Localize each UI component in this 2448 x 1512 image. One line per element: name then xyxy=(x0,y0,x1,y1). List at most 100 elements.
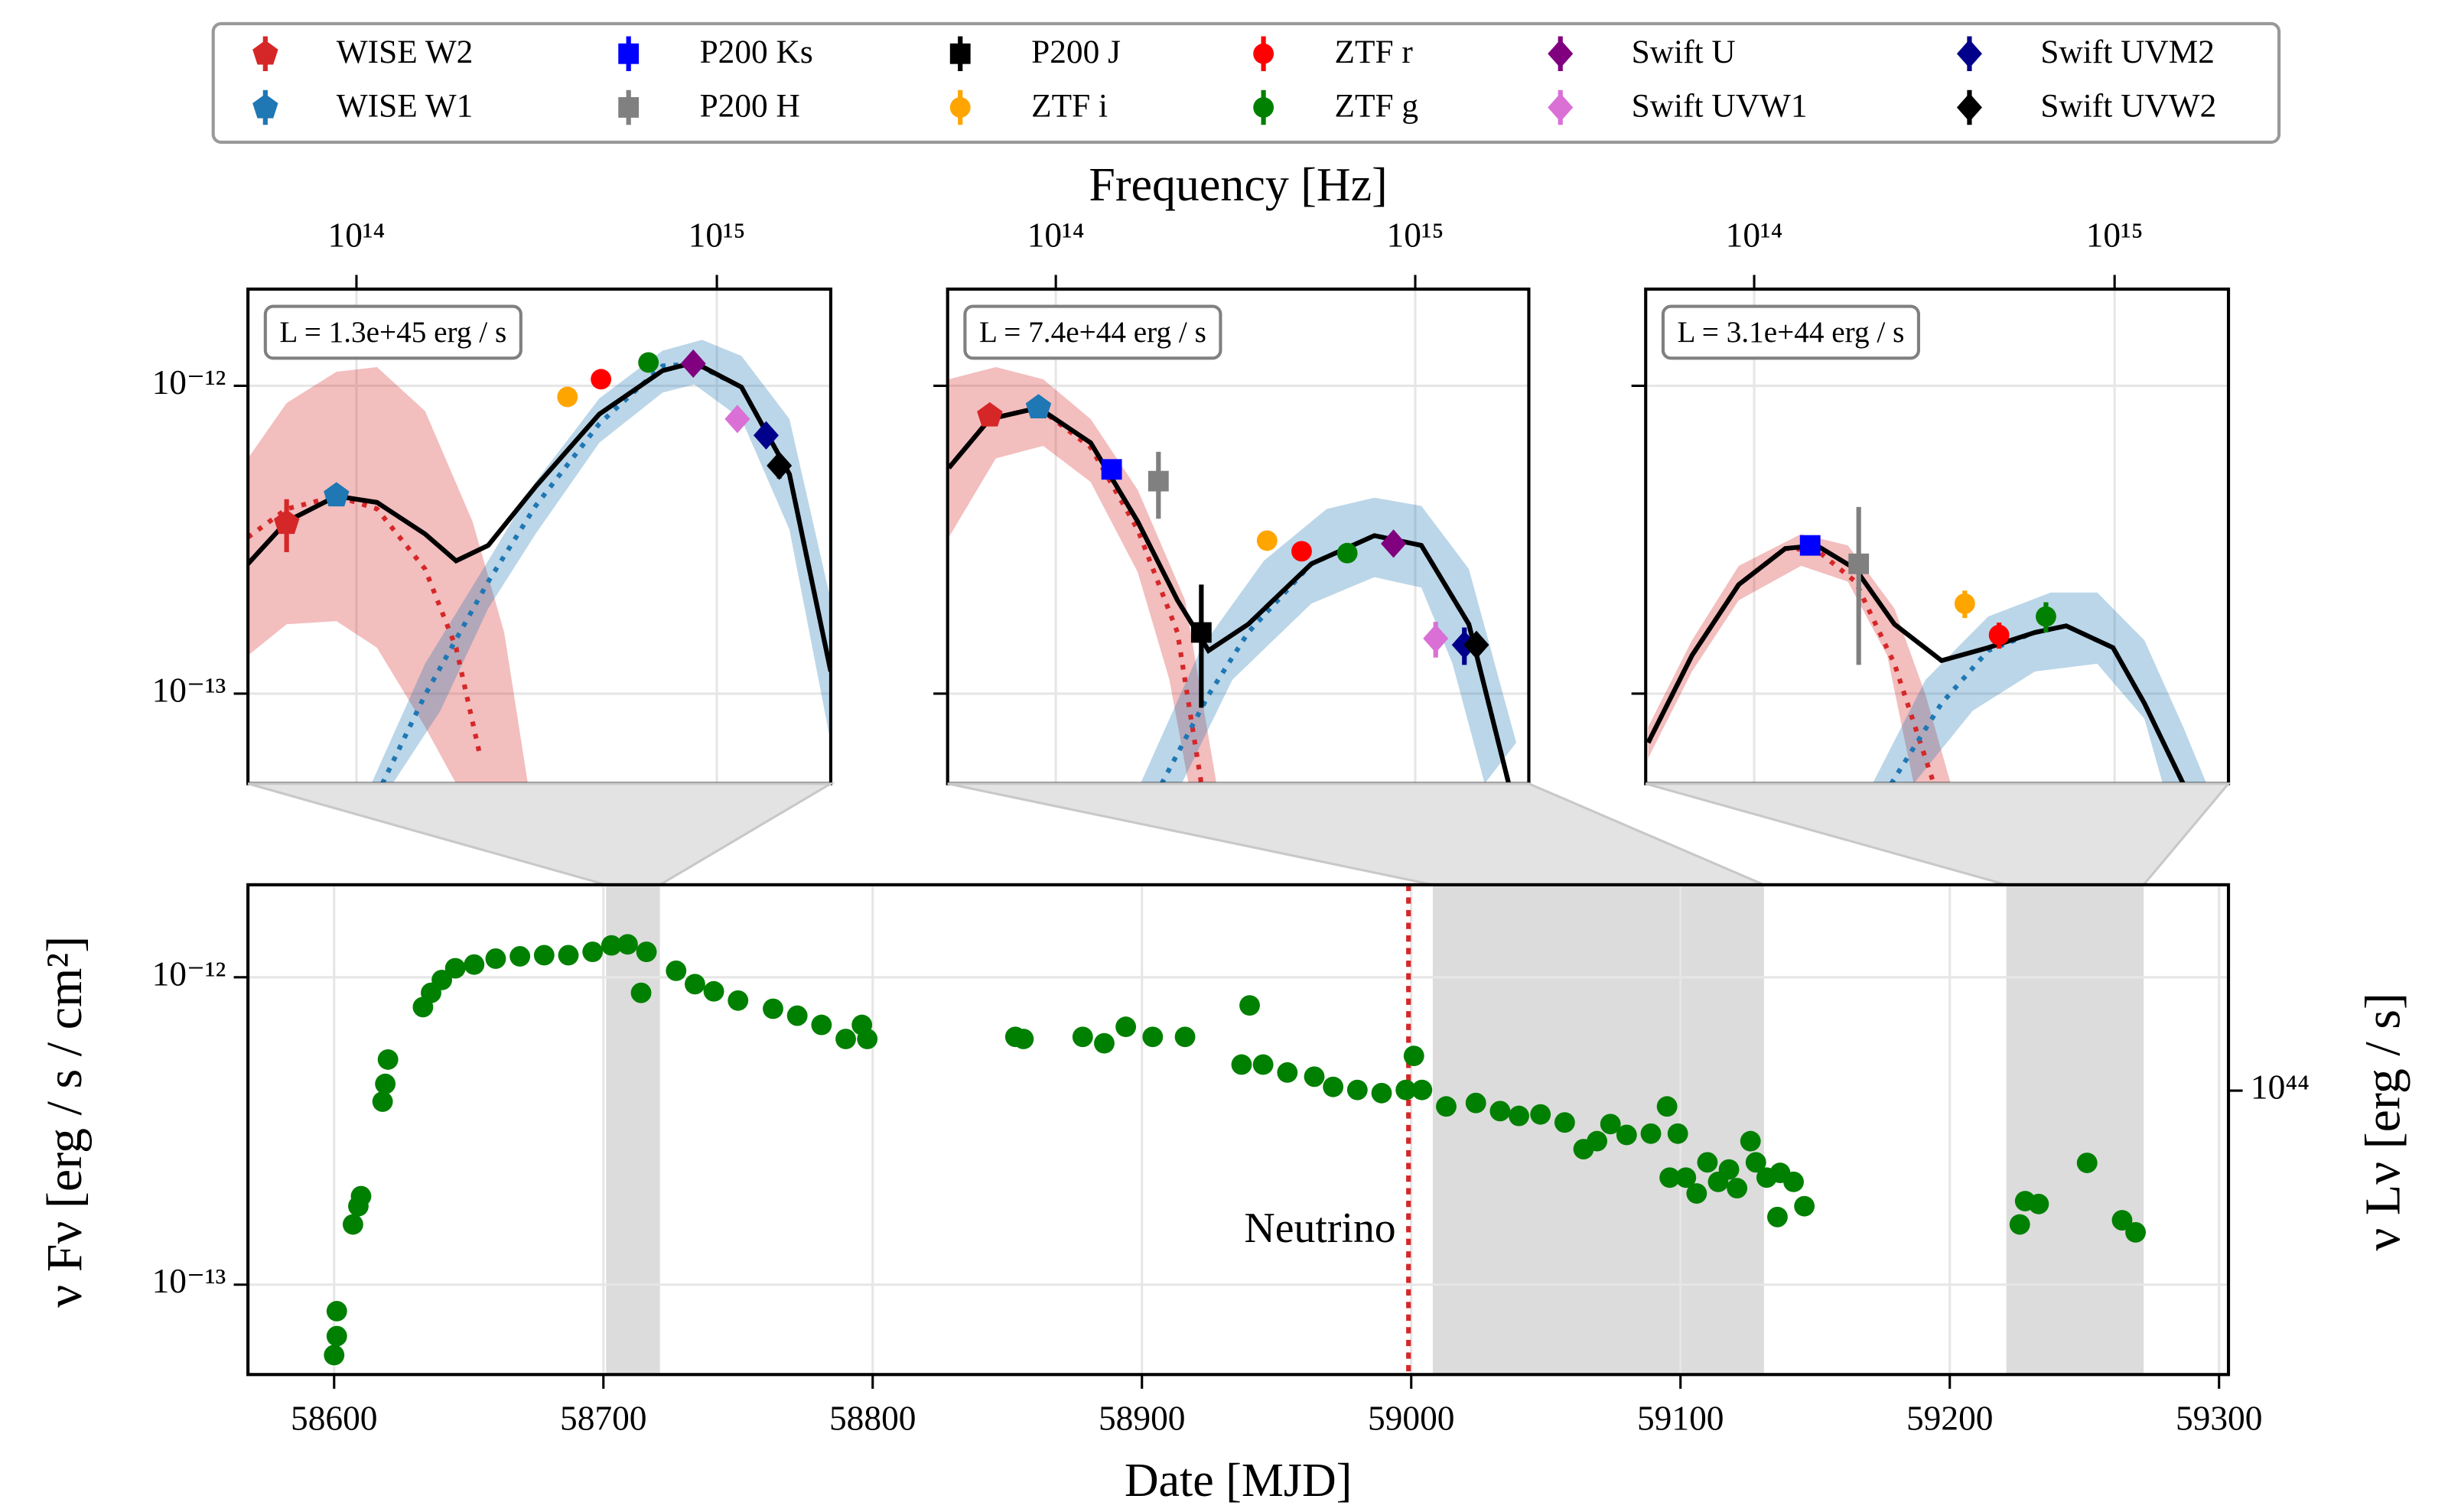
zoom-connector xyxy=(247,782,835,886)
data-point xyxy=(464,954,485,975)
data-point xyxy=(1346,1079,1368,1101)
data-point xyxy=(1465,1092,1486,1114)
legend-label: Swift UVW1 xyxy=(1632,87,1808,124)
x-tick-label: 10¹⁴ xyxy=(1726,216,1783,254)
plot xyxy=(248,884,2229,1375)
legend-marker xyxy=(1548,39,1574,68)
x-tick-label: 10¹⁵ xyxy=(2086,216,2144,254)
data-point xyxy=(786,1005,808,1026)
data-point xyxy=(342,1214,363,1235)
data-point xyxy=(1323,1076,1344,1097)
data-point xyxy=(1783,1171,1804,1192)
data-point xyxy=(724,405,750,434)
zoom-region xyxy=(606,884,660,1375)
data-point xyxy=(1239,995,1260,1016)
data-point xyxy=(977,402,1003,427)
data-point xyxy=(1554,1112,1575,1133)
data-point xyxy=(811,1014,832,1036)
data-point xyxy=(2009,1214,2030,1235)
annotation: L = 7.4e+44 erg / s xyxy=(979,316,1206,349)
y-tick-label: 10⁻¹² xyxy=(152,363,226,402)
x-tick-label: 59000 xyxy=(1368,1400,1455,1438)
x-tick-label: 10¹⁴ xyxy=(328,216,386,254)
data-point xyxy=(1115,1016,1137,1038)
data-point xyxy=(558,945,579,966)
data-point xyxy=(1675,1167,1697,1188)
data-point xyxy=(557,386,578,408)
data-point xyxy=(1403,1045,1424,1067)
model-line xyxy=(1646,542,2186,784)
legend-label: P200 H xyxy=(700,87,800,124)
annotation: L = 1.3e+45 erg / s xyxy=(279,316,506,349)
legend-label: Swift U xyxy=(1632,34,1736,70)
data-point xyxy=(1954,593,1975,614)
data-point xyxy=(1304,1066,1325,1088)
data-point xyxy=(582,941,604,963)
data-point xyxy=(1291,541,1312,562)
y-tick-label: 10⁻¹² xyxy=(152,954,226,993)
legend-marker xyxy=(949,43,971,64)
data-point xyxy=(1101,459,1122,480)
uncertainty-band xyxy=(1872,592,2207,784)
data-point xyxy=(273,509,300,535)
data-point xyxy=(685,974,705,995)
data-point xyxy=(1600,1114,1621,1135)
data-point xyxy=(680,349,706,379)
data-point xyxy=(1745,1152,1766,1173)
legend-label: Swift UVM2 xyxy=(2040,34,2215,70)
data-point xyxy=(1252,1054,1274,1075)
x-axis-title: Date [MJD] xyxy=(1125,1455,1352,1507)
plot-area xyxy=(248,289,831,784)
data-point xyxy=(2036,606,2056,627)
legend-marker xyxy=(1253,43,1274,64)
data-point xyxy=(1072,1026,1093,1048)
data-point xyxy=(1371,1082,1392,1104)
plot-area xyxy=(1646,289,2229,784)
data-point xyxy=(1436,1096,1457,1117)
data-point xyxy=(1395,1079,1417,1101)
uncertainty-band xyxy=(371,340,831,784)
data-point xyxy=(372,1091,393,1112)
legend-label: P200 J xyxy=(1031,34,1121,70)
data-point xyxy=(1231,1054,1252,1075)
data-point xyxy=(1381,529,1407,558)
legend-marker xyxy=(618,43,640,64)
zoom-connector xyxy=(947,782,1765,886)
model-line xyxy=(248,493,483,759)
data-point xyxy=(1509,1105,1529,1127)
data-point xyxy=(1489,1101,1511,1122)
y-axis-title: ν Fν [erg / s / cm²] xyxy=(37,936,93,1308)
x-tick-label: 58700 xyxy=(560,1400,647,1438)
annotation-box xyxy=(1661,304,1921,360)
data-point xyxy=(1148,470,1169,492)
data-point xyxy=(1013,1029,1034,1049)
data-point xyxy=(591,369,612,390)
data-point xyxy=(1799,535,1821,556)
event-label: Neutrino xyxy=(1245,1205,1396,1252)
x-tick-label: 59300 xyxy=(2176,1400,2263,1438)
zoom-region xyxy=(2006,884,2144,1375)
data-point xyxy=(1256,530,1278,551)
annotation-box xyxy=(263,304,522,360)
data-point xyxy=(509,946,531,967)
data-point xyxy=(1411,1079,1433,1101)
x-tick-label: 58900 xyxy=(1099,1400,1186,1438)
legend-label: ZTF r xyxy=(1335,34,1414,70)
x-tick-label: 10¹⁵ xyxy=(688,216,746,254)
data-point xyxy=(1640,1123,1662,1144)
legend-frame xyxy=(211,21,2281,144)
data-point xyxy=(1988,624,2010,645)
data-point xyxy=(431,969,452,990)
legend-marker xyxy=(1956,39,1982,68)
data-point xyxy=(1718,1159,1740,1180)
data-point xyxy=(636,941,657,963)
plot-area xyxy=(248,884,2229,1375)
data-point xyxy=(617,934,638,955)
x-tick-label: 10¹⁴ xyxy=(1027,216,1085,254)
data-point xyxy=(350,1185,372,1207)
zoom-region xyxy=(1432,884,1764,1375)
data-point xyxy=(326,1300,347,1322)
data-point xyxy=(666,960,687,981)
data-point xyxy=(1336,542,1358,564)
